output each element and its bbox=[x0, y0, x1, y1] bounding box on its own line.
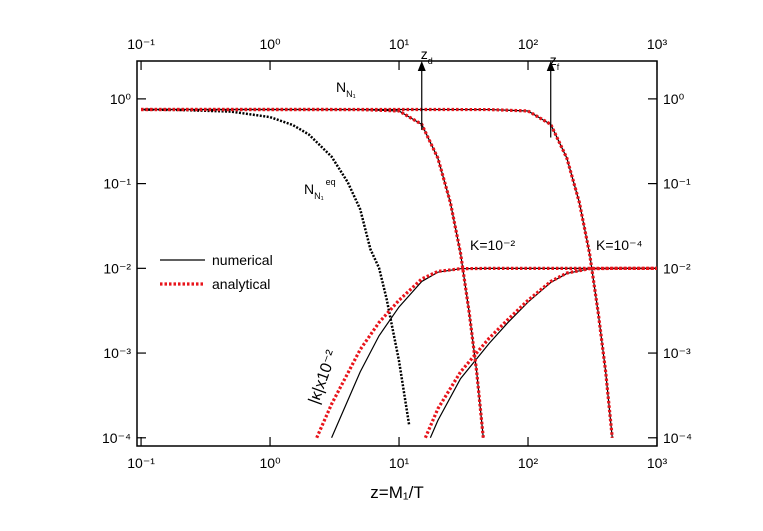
plot-area bbox=[141, 107, 657, 439]
legend-label: analytical bbox=[212, 276, 270, 292]
y-tick-label: 10⁰ bbox=[110, 91, 132, 107]
arrow-label-sub: d bbox=[428, 56, 433, 66]
annotation-sup: eq bbox=[326, 177, 336, 187]
y-tick-label-right: 10⁻⁴ bbox=[663, 430, 692, 446]
x-tick-label: 10¹ bbox=[389, 455, 410, 471]
x-tick-label-top: 10² bbox=[518, 36, 539, 52]
x-tick-label: 10⁰ bbox=[259, 455, 281, 471]
annotation: K=10⁻² bbox=[470, 237, 515, 253]
x-tick-label-top: 10³ bbox=[647, 36, 668, 52]
curve bbox=[423, 266, 657, 439]
y-tick-label: 10⁻¹ bbox=[103, 176, 131, 192]
y-tick-label-right: 10⁻² bbox=[663, 260, 691, 276]
arrow-label-sub: f bbox=[557, 62, 560, 72]
arrow-label-main: z bbox=[550, 52, 557, 68]
x-axis-label: z=M₁/T bbox=[370, 483, 423, 502]
annotation: NN₁eq bbox=[304, 177, 336, 201]
x-tick-label-top: 10⁻¹ bbox=[127, 36, 155, 52]
y-tick-label-right: 10⁻³ bbox=[663, 345, 691, 361]
x-tick-label-top: 10⁰ bbox=[259, 36, 281, 52]
curve bbox=[315, 266, 657, 439]
annotation-main: N bbox=[304, 181, 314, 197]
annotation-sub: N₁ bbox=[314, 191, 324, 201]
annotation-main: K=10⁻⁴ bbox=[596, 237, 643, 253]
annotation: |κ|x10⁻² bbox=[306, 347, 341, 406]
arrow-head bbox=[417, 61, 426, 71]
curve bbox=[429, 267, 657, 439]
arrow-label: zd bbox=[421, 46, 433, 66]
y-tick-label: 10⁻⁴ bbox=[102, 430, 131, 446]
x-tick-label-top: 10¹ bbox=[389, 36, 410, 52]
y-tick-label: 10⁻² bbox=[103, 260, 131, 276]
y-tick-label-right: 10⁻¹ bbox=[663, 176, 691, 192]
plot-frame bbox=[136, 60, 658, 447]
arrow-label: zf bbox=[550, 52, 560, 72]
annotation-main: |κ|x10⁻² bbox=[306, 347, 341, 406]
annotation-main: K=10⁻² bbox=[470, 237, 515, 253]
annotation-sub: N₁ bbox=[346, 89, 356, 99]
y-tick-label-right: 10⁰ bbox=[663, 91, 685, 107]
annotation: K=10⁻⁴ bbox=[596, 237, 643, 253]
curve bbox=[141, 107, 614, 438]
x-tick-label: 10⁻¹ bbox=[127, 455, 155, 471]
annotation: NN₁ bbox=[336, 79, 356, 99]
curve bbox=[141, 108, 411, 426]
y-tick-label: 10⁻³ bbox=[103, 345, 131, 361]
x-tick-label: 10³ bbox=[647, 455, 668, 471]
x-tick-label: 10² bbox=[518, 455, 539, 471]
arrow-label-main: z bbox=[421, 46, 428, 62]
curve bbox=[141, 108, 613, 438]
annotation-main: N bbox=[336, 79, 346, 95]
legend-label: numerical bbox=[212, 252, 273, 268]
arrow-head bbox=[546, 61, 555, 71]
